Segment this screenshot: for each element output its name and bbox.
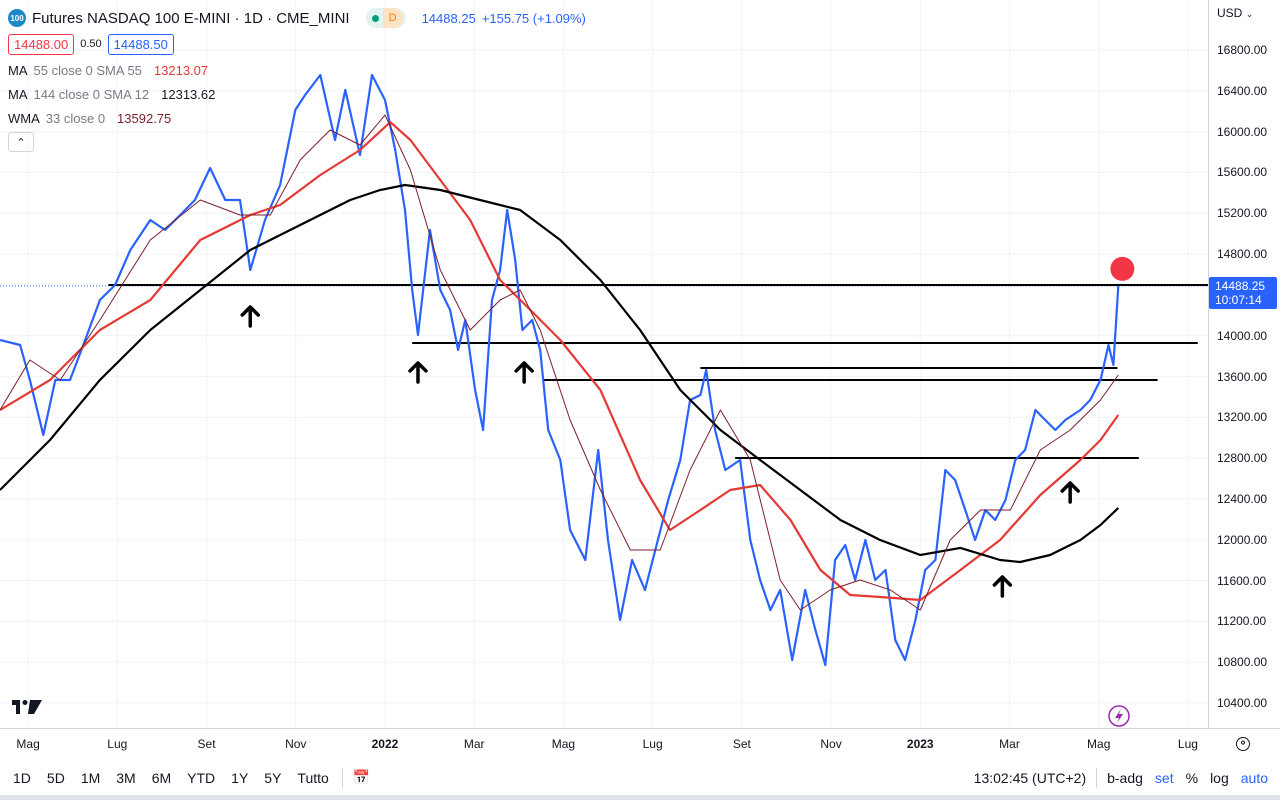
price-tick-label: 11200.00 — [1217, 614, 1267, 629]
indicator-name: WMA — [8, 110, 40, 126]
time-tick-label: Mag — [1087, 737, 1111, 751]
price-tick-label: 14000.00 — [1217, 328, 1268, 343]
indicator-ma55[interactable]: MA 55 close 0 SMA 55 13213.07 — [8, 58, 586, 82]
time-tick-label: Lug — [107, 737, 128, 751]
timeframe-6m[interactable]: 6M — [151, 769, 172, 786]
chart-legend: 100 Futures NASDAQ 100 E-MINI · 1D · CME… — [8, 6, 586, 152]
buy-button[interactable]: 14488.50 — [107, 33, 174, 55]
currency-label: USD — [1217, 6, 1243, 20]
timeframe-5y[interactable]: 5Y — [264, 769, 282, 786]
market-open-dot-icon — [371, 14, 379, 22]
indicator-params: 33 close 0 — [45, 110, 106, 126]
toggle-auto[interactable]: auto — [1240, 769, 1268, 786]
price-change: +155.75 (+1.09%) — [481, 10, 586, 26]
up-arrow-icon — [992, 575, 1013, 598]
price-tick-label: 15200.00 — [1217, 206, 1268, 221]
toggle-set[interactable]: set — [1154, 769, 1174, 786]
up-arrow-icon — [514, 361, 534, 384]
price-tick-label: 13600.00 — [1217, 369, 1268, 384]
indicator-params: 144 close 0 SMA 12 — [33, 86, 150, 102]
market-status[interactable]: D — [365, 8, 406, 28]
price-tick-label: 13200.00 — [1217, 410, 1268, 425]
price-chart[interactable] — [0, 0, 1208, 728]
last-price-label: 14488.25 — [1215, 279, 1266, 293]
collapse-legend-button[interactable]: ⌃ — [8, 132, 34, 152]
time-tick-label: Lug — [1177, 737, 1198, 751]
price-tick-label: 10400.00 — [1217, 696, 1268, 711]
timeframe-tutto[interactable]: Tutto — [297, 769, 329, 786]
time-tick-label: 2022 — [371, 737, 399, 751]
markers — [240, 256, 1135, 598]
time-tick-label: Mar — [999, 737, 1020, 751]
time-tick-label: 2023 — [906, 737, 934, 751]
settings-icon[interactable] — [1233, 734, 1253, 754]
bottom-strip — [0, 795, 1280, 800]
up-arrow-icon — [240, 305, 261, 328]
divider — [341, 767, 343, 788]
annotations — [0, 283, 1208, 459]
goto-date-icon[interactable]: 📅 — [352, 769, 371, 785]
clock[interactable]: 13:02:45 (UTC+2) — [973, 769, 1087, 786]
tradingview-logo[interactable] — [12, 700, 42, 714]
timeframe-3m[interactable]: 3M — [116, 769, 136, 786]
bar-countdown: 10:07:14 — [1215, 293, 1262, 307]
time-tick-label: Mag — [551, 737, 576, 751]
timeframe-1d[interactable]: 1D — [13, 769, 31, 786]
price-tick-label: 15600.00 — [1217, 165, 1268, 180]
divider — [1096, 767, 1098, 788]
toggle-b-adg[interactable]: b-adg — [1107, 769, 1143, 786]
price-axis[interactable]: USD ⌄ 16800.00 16400.00 16000.00 15600.00 15… — [1208, 0, 1280, 728]
price-tick-label: 12000.00 — [1217, 532, 1268, 547]
time-tick-label: Set — [197, 737, 216, 751]
timeframe-1y[interactable]: 1Y — [231, 769, 249, 786]
price-tick-label: 12800.00 — [1217, 451, 1268, 466]
time-axis[interactable]: Mag Lug Set Nov 2022 Mar Mag Lug Set Nov 2023 Mar Ma… — [0, 728, 1280, 760]
price-tick-label: 10800.00 — [1217, 655, 1268, 670]
sell-button[interactable]: 14488.00 — [8, 33, 75, 55]
timeframe-5d[interactable]: 5D — [46, 769, 65, 786]
series-ma-144 — [0, 183, 1120, 564]
delayed-badge: D — [382, 8, 403, 28]
price-tick-label: 16000.00 — [1217, 124, 1268, 139]
up-arrow-icon — [408, 361, 428, 384]
timeframe-ytd[interactable]: YTD — [187, 769, 216, 786]
time-tick-label: Nov — [820, 737, 842, 751]
indicator-params: 55 close 0 SMA 55 — [33, 62, 142, 78]
price-tick-label: 11600.00 — [1217, 573, 1267, 588]
chevron-down-icon: ⌄ — [1245, 9, 1254, 19]
symbol-icon: 100 — [8, 9, 26, 27]
indicator-value: 12313.62 — [161, 86, 216, 102]
price-tick-label: 16400.00 — [1217, 83, 1268, 98]
series-lines — [0, 73, 1120, 667]
time-tick-label: Mag — [16, 737, 40, 751]
indicator-wma33[interactable]: WMA 33 close 0 13592.75 — [8, 106, 586, 130]
indicator-name: MA — [8, 86, 28, 102]
bottom-toolbar: 1D 5D 1M 3M 6M YTD 1Y 5Y Tutto 📅 13:02:45 (UTC+2… — [0, 760, 1280, 795]
timeframe-1m[interactable]: 1M — [80, 769, 101, 786]
symbol-title[interactable]: Futures NASDAQ 100 E-MINI · 1D · CME_MIN… — [32, 9, 350, 27]
toggle-percent[interactable]: % — [1185, 769, 1199, 786]
last-price: 14488.25 — [421, 10, 476, 26]
price-tick-label: 12400.00 — [1217, 491, 1268, 506]
price-tick-label: 14800.00 — [1217, 247, 1268, 262]
series-wma-33 — [0, 114, 1119, 611]
spread: 0.50 — [80, 38, 102, 50]
indicator-name: MA — [8, 62, 28, 78]
indicator-ma144[interactable]: MA 144 close 0 SMA 12 12313.62 — [8, 82, 586, 106]
currency-select[interactable]: USD ⌄ — [1217, 6, 1253, 21]
toggle-log[interactable]: log — [1210, 769, 1229, 786]
series-ma-55 — [0, 120, 1120, 602]
indicator-value: 13592.75 — [117, 110, 172, 126]
indicator-value: 13213.07 — [153, 62, 209, 78]
time-tick-label: Lug — [642, 737, 663, 751]
time-tick-label: Set — [732, 737, 751, 751]
price-tick-label: 16800.00 — [1217, 43, 1268, 58]
last-price-tag: 14488.25 10:07:14 — [1209, 277, 1277, 309]
up-arrow-icon — [1060, 481, 1080, 504]
time-tick-label: Mar — [463, 737, 485, 751]
red-dot-marker — [1110, 256, 1135, 281]
time-tick-label: Nov — [285, 737, 307, 751]
lightning-icon[interactable] — [1108, 705, 1130, 727]
